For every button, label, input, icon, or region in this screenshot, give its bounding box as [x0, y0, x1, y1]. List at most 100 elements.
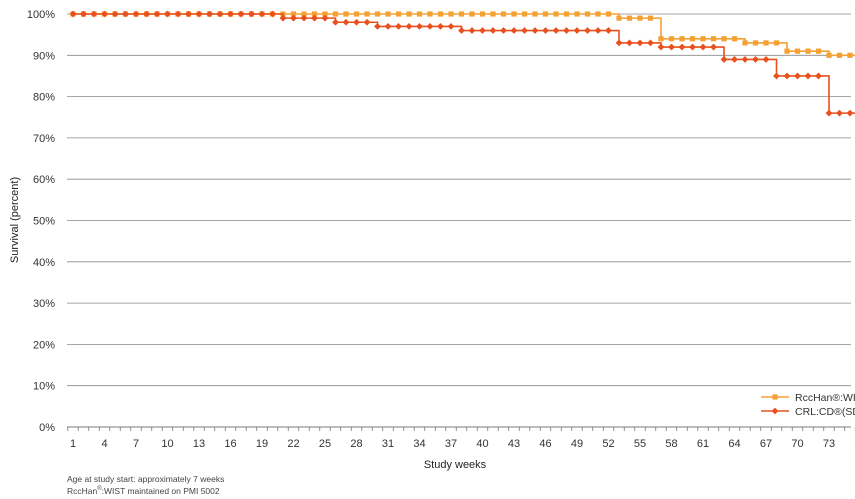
data-point	[164, 10, 171, 18]
data-point	[679, 36, 685, 42]
data-point	[542, 11, 549, 17]
data-point	[132, 10, 140, 18]
data-point	[500, 27, 507, 34]
data-point	[605, 11, 612, 17]
data-point	[426, 22, 434, 30]
data-point	[458, 27, 465, 34]
data-point	[405, 22, 413, 30]
data-point	[300, 14, 308, 22]
data-point	[573, 27, 581, 34]
legend-marker	[771, 407, 779, 415]
data-point	[521, 27, 528, 34]
series-line	[73, 13, 855, 114]
x-tick-label: 52	[602, 438, 614, 450]
data-point	[752, 40, 759, 46]
data-point	[101, 10, 108, 18]
data-point	[489, 27, 497, 34]
data-point	[258, 10, 266, 18]
data-point	[353, 11, 360, 17]
data-point	[836, 52, 843, 58]
data-point	[437, 22, 444, 30]
data-point	[678, 43, 686, 51]
data-point	[374, 22, 381, 30]
footnote-diet-rest: :WIST maintained on PMI 5002	[101, 486, 220, 496]
data-point	[773, 72, 780, 80]
data-point	[741, 56, 749, 63]
data-point	[311, 14, 318, 22]
data-point	[710, 43, 717, 51]
data-point	[804, 72, 812, 80]
y-tick-label: 50%	[33, 216, 55, 228]
data-point	[353, 18, 360, 26]
data-point	[332, 18, 339, 26]
data-point	[69, 10, 77, 18]
data-point	[468, 27, 476, 34]
data-point	[321, 14, 329, 22]
data-point	[731, 36, 738, 42]
data-point	[416, 22, 423, 30]
data-point	[111, 10, 119, 18]
data-point	[626, 15, 633, 21]
data-point	[500, 11, 507, 17]
data-point	[836, 109, 843, 117]
legend-label: RccHan®:WIST	[795, 392, 855, 404]
data-point	[847, 52, 853, 58]
data-point	[122, 10, 129, 18]
data-point	[720, 56, 728, 63]
data-point	[406, 11, 412, 17]
data-point	[563, 27, 570, 34]
data-point	[668, 36, 675, 42]
x-tick-label: 46	[539, 438, 551, 450]
data-point	[637, 15, 643, 21]
data-point	[846, 109, 854, 117]
x-tick-label: 28	[350, 438, 362, 450]
data-point	[784, 48, 790, 54]
data-point	[658, 36, 664, 42]
data-point	[80, 10, 87, 18]
data-point	[805, 48, 811, 54]
data-point	[290, 14, 297, 22]
data-point	[563, 11, 570, 17]
data-point	[322, 11, 328, 17]
legend: RccHan®:WIST CRL:CD®(SD)	[761, 392, 855, 418]
series-layer	[69, 10, 855, 117]
data-point	[332, 11, 339, 17]
x-tick-label: 16	[224, 438, 236, 450]
footnote-age: Age at study start: approximately 7 week…	[67, 474, 225, 484]
data-point	[657, 43, 665, 51]
data-point	[343, 11, 349, 17]
data-point	[699, 43, 707, 51]
data-point	[385, 11, 391, 17]
data-point	[794, 72, 801, 80]
data-point	[826, 52, 832, 58]
data-point	[815, 48, 822, 54]
y-tick-label: 20%	[33, 339, 55, 351]
data-point	[374, 11, 381, 17]
data-point	[626, 39, 633, 47]
legend-label: CRL:CD®(SD)	[795, 406, 855, 418]
data-point	[595, 11, 601, 17]
data-point	[279, 14, 287, 22]
data-point	[710, 36, 717, 42]
data-point	[311, 11, 318, 17]
series-crl-cd-sd	[69, 10, 855, 117]
data-point	[216, 10, 224, 18]
data-point	[668, 43, 675, 51]
x-tick-label: 4	[101, 438, 107, 450]
data-point	[90, 10, 98, 18]
y-tick-label: 60%	[33, 174, 55, 186]
x-tick-label: 37	[445, 438, 457, 450]
data-point	[825, 109, 833, 117]
data-point	[542, 27, 549, 34]
footnote-diet-registered: ®	[97, 486, 102, 493]
data-point	[636, 39, 644, 47]
x-tick-label: 7	[133, 438, 139, 450]
data-point	[616, 15, 622, 21]
x-axis: 1 4 7 10 13 16 19 22 25 28 31 34 37 40 43 46 49 52 55 58 61 6…	[67, 426, 855, 450]
data-point	[605, 27, 612, 34]
data-point	[521, 11, 528, 17]
data-point	[700, 36, 706, 42]
x-tick-label: 58	[665, 438, 677, 450]
x-tick-label: 22	[287, 438, 299, 450]
